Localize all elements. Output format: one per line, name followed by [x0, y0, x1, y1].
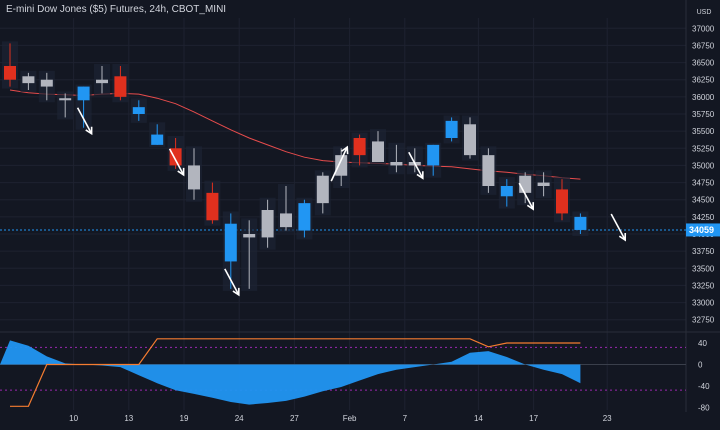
y-tick-label: 34500 — [692, 196, 715, 205]
signal-arrow-head — [341, 145, 349, 155]
x-tick-label: 7 — [403, 414, 408, 423]
candle-body — [151, 134, 164, 145]
candle-body — [372, 141, 384, 162]
candle-body — [261, 210, 274, 238]
y-tick-label: 36500 — [692, 59, 715, 68]
signal-arrow-head — [232, 287, 240, 297]
axes-layer: 37000 36750 36500 36250 36000 35750 35500 35250… — [69, 24, 715, 423]
signal-arrow — [518, 182, 534, 210]
oscillator-layer — [0, 338, 686, 407]
candle-body — [40, 79, 53, 87]
x-tick-label: 19 — [180, 414, 189, 423]
signal-arrow — [330, 146, 348, 182]
y-tick-label: 37000 — [692, 24, 715, 33]
candle-body — [114, 76, 127, 97]
price-tag: 34059 — [686, 223, 720, 237]
signal-arrow-head — [416, 171, 424, 180]
x-tick-label: Feb — [343, 414, 357, 423]
signal-arrow-head — [85, 126, 93, 136]
candle-body — [280, 213, 292, 228]
candle-body — [59, 98, 72, 101]
y-tick-label: 35500 — [692, 127, 715, 136]
candle-body — [519, 175, 532, 193]
candle-body — [445, 120, 458, 138]
candle-body — [427, 144, 440, 166]
signal-arrow — [610, 213, 626, 241]
chart-title: E-mini Dow Jones ($5) Futures, 24h, CBOT… — [6, 4, 227, 15]
candle-body — [298, 203, 311, 231]
price-tag-label: 34059 — [689, 225, 714, 235]
y-tick-label: 34250 — [692, 213, 715, 222]
x-tick-label: 24 — [235, 414, 244, 423]
candle-body — [464, 124, 476, 156]
candle-body — [169, 148, 182, 166]
x-tick-label: 14 — [474, 414, 483, 423]
osc-tick-label: -80 — [698, 403, 710, 412]
y-tick-label: 33750 — [692, 247, 715, 256]
y-tick-label: 33500 — [692, 264, 715, 273]
candle-body — [482, 155, 495, 186]
x-tick-label: 27 — [290, 414, 299, 423]
grid-layer — [0, 0, 720, 412]
signal-arrow — [76, 107, 93, 135]
price-tag-bg — [686, 223, 720, 237]
signal-arrow — [168, 148, 185, 176]
y-tick-label: 33000 — [692, 299, 715, 308]
signal-arrow — [224, 268, 240, 296]
candle-body — [316, 175, 329, 204]
candle-body — [500, 186, 513, 197]
candle-body — [4, 66, 16, 80]
y-tick-label: 34750 — [692, 179, 715, 188]
x-tick-label: 10 — [69, 414, 78, 423]
y-tick-label: 33250 — [692, 281, 715, 290]
candle-body — [390, 162, 403, 166]
osc-tick-label: -40 — [698, 382, 710, 391]
candle-body — [243, 234, 256, 238]
candles-layer — [2, 41, 589, 291]
x-tick-label: 23 — [603, 414, 612, 423]
candle-body — [132, 107, 145, 114]
candle-body — [96, 79, 108, 84]
osc-tick-label: 0 — [698, 360, 703, 369]
signal-arrow-head — [526, 202, 535, 211]
candle-body — [574, 216, 587, 230]
signal-arrow-head — [618, 232, 627, 242]
signal-arrow — [408, 151, 424, 179]
currency-label: USD — [697, 9, 712, 16]
candle-body — [206, 192, 219, 221]
signal-arrows-layer — [76, 107, 627, 297]
candle-body — [353, 138, 366, 156]
x-tick-label: 17 — [529, 414, 538, 423]
y-tick-label: 35750 — [692, 110, 715, 119]
y-tick-label: 36000 — [692, 93, 715, 102]
oscillator-signal-line — [10, 338, 581, 407]
x-tick-label: 13 — [124, 414, 133, 423]
y-tick-label: 35250 — [692, 144, 715, 153]
y-tick-label: 36750 — [692, 41, 715, 50]
candle-body — [22, 76, 35, 84]
candle-body — [224, 223, 237, 262]
y-tick-label: 36250 — [692, 76, 715, 85]
oscillator-area — [0, 340, 581, 405]
candle-body — [188, 165, 200, 190]
candle-body — [537, 182, 550, 186]
y-tick-label: 32750 — [692, 316, 715, 325]
signal-arrow-head — [177, 167, 185, 177]
y-tick-label: 35000 — [692, 161, 715, 170]
osc-tick-label: 40 — [698, 339, 707, 348]
candle-body — [335, 155, 348, 176]
candle-body — [77, 86, 90, 101]
candle-body — [556, 189, 568, 214]
